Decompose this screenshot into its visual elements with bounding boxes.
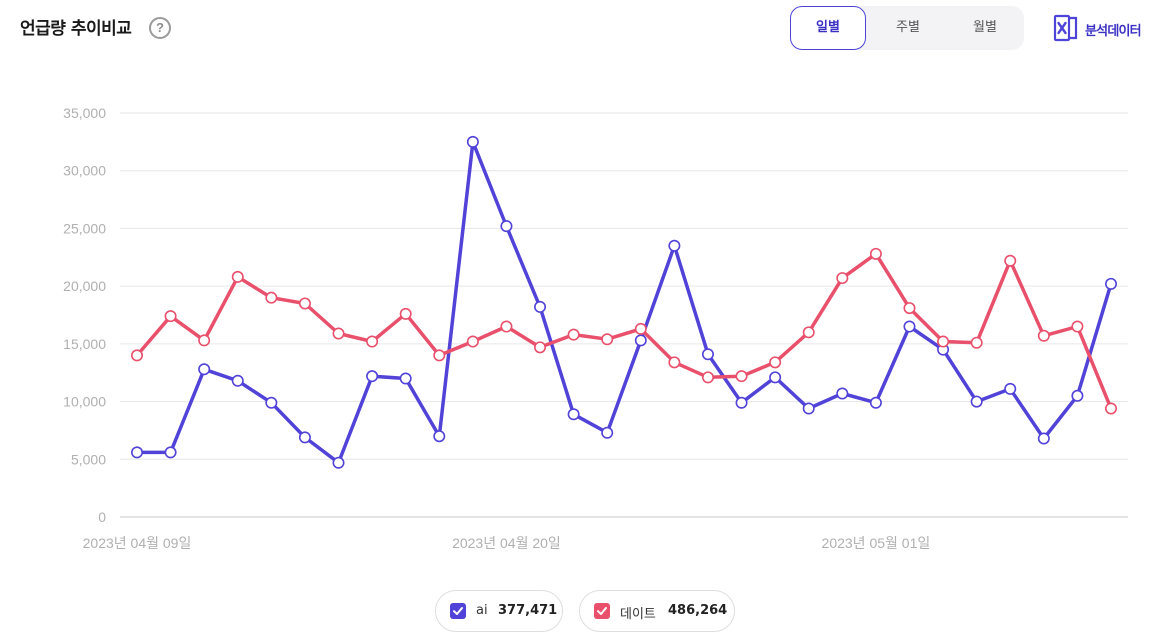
data-point-데이트 (567, 328, 580, 341)
data-point-ai (231, 374, 244, 387)
data-point-데이트 (198, 334, 211, 347)
y-tick-label: 25,000 (63, 220, 106, 236)
tab-weekly[interactable]: 주별 (896, 20, 920, 35)
data-point-ai (433, 430, 446, 443)
x-tick-label: 2023년 04월 20일 (452, 535, 561, 551)
legend-series-total: 377,471 (498, 603, 558, 618)
data-point-ai (1105, 277, 1118, 290)
data-point-데이트 (231, 270, 244, 283)
data-point-데이트 (298, 297, 311, 310)
data-point-ai (735, 396, 748, 409)
data-point-ai (366, 370, 379, 383)
trend-line-chart: 0 5,000 10,000 15,000 20,000 25,000 30,000 35,0… (63, 105, 1128, 551)
page-title: 언급량 추이비교 (20, 19, 132, 39)
tab-daily[interactable]: 일별 (790, 6, 866, 50)
y-tick-label: 30,000 (63, 163, 106, 179)
data-point-ai (298, 431, 311, 444)
x-tick-label: 2023년 05월 01일 (822, 535, 931, 551)
data-point-ai (332, 456, 345, 469)
data-point-데이트 (534, 341, 547, 354)
data-point-데이트 (903, 302, 916, 315)
y-tick-label: 5,000 (71, 451, 106, 467)
data-point-ai (399, 372, 412, 385)
data-point-데이트 (1105, 402, 1118, 415)
data-point-ai (265, 396, 278, 409)
data-point-ai (164, 446, 177, 459)
data-point-데이트 (970, 336, 983, 349)
data-point-ai (769, 371, 782, 384)
data-point-데이트 (131, 349, 144, 362)
legend-series-name: ai (476, 603, 488, 618)
data-point-데이트 (869, 247, 882, 260)
x-tick-label: 2023년 04월 09일 (83, 535, 192, 551)
y-tick-label: 35,000 (63, 105, 106, 121)
data-point-ai (836, 387, 849, 400)
data-point-ai (869, 396, 882, 409)
data-point-데이트 (366, 335, 379, 348)
data-point-데이트 (466, 335, 479, 348)
data-point-데이트 (701, 371, 714, 384)
data-point-ai (970, 395, 983, 408)
export-label: 분석데이터 (1085, 24, 1142, 39)
data-point-데이트 (1071, 320, 1084, 333)
checkbox-checked-icon (594, 603, 610, 619)
data-point-데이트 (1004, 254, 1017, 267)
chart-header: 언급량 추이비교 ? 일별 주별 월별 분석데이터 (0, 0, 1165, 60)
data-point-ai (466, 135, 479, 148)
data-point-ai (601, 426, 614, 439)
data-point-데이트 (265, 291, 278, 304)
legend-item-ai[interactable]: ai 377,471 (435, 590, 563, 632)
y-tick-label: 10,000 (63, 394, 106, 410)
data-point-ai (500, 220, 513, 233)
period-toggle: 일별 주별 월별 (790, 6, 1024, 50)
data-point-데이트 (433, 349, 446, 362)
data-point-데이트 (1037, 329, 1050, 342)
y-tick-label: 15,000 (63, 336, 106, 352)
data-point-ai (131, 446, 144, 459)
data-point-데이트 (164, 310, 177, 323)
data-point-데이트 (601, 333, 614, 346)
data-point-데이트 (769, 356, 782, 369)
y-tick-label: 0 (98, 509, 106, 525)
data-point-ai (701, 348, 714, 361)
data-point-데이트 (735, 370, 748, 383)
data-point-데이트 (802, 326, 815, 339)
data-point-데이트 (634, 322, 647, 335)
checkbox-checked-icon (450, 603, 466, 619)
data-point-ai (1004, 382, 1017, 395)
data-point-ai (903, 320, 916, 333)
data-point-ai (567, 408, 580, 421)
series-line-ai (135, 140, 1113, 465)
data-point-ai (634, 334, 647, 347)
data-point-ai (802, 402, 815, 415)
data-point-ai (668, 239, 681, 252)
data-point-ai (198, 363, 211, 376)
tab-monthly[interactable]: 월별 (973, 20, 997, 35)
data-point-데이트 (668, 356, 681, 369)
data-point-ai (534, 300, 547, 313)
data-point-ai (1071, 389, 1084, 402)
legend-item-date[interactable]: 데이트 486,264 (579, 590, 735, 632)
data-point-데이트 (500, 320, 513, 333)
data-point-데이트 (937, 335, 950, 348)
legend-series-name: 데이트 (620, 607, 656, 622)
y-tick-label: 20,000 (63, 278, 106, 294)
legend-series-total: 486,264 (668, 603, 728, 618)
data-point-데이트 (332, 327, 345, 340)
question-circle-icon[interactable]: ? (149, 17, 171, 39)
data-point-ai (1037, 432, 1050, 445)
excel-icon (1053, 14, 1078, 42)
data-point-데이트 (836, 272, 849, 285)
data-point-데이트 (399, 307, 412, 320)
